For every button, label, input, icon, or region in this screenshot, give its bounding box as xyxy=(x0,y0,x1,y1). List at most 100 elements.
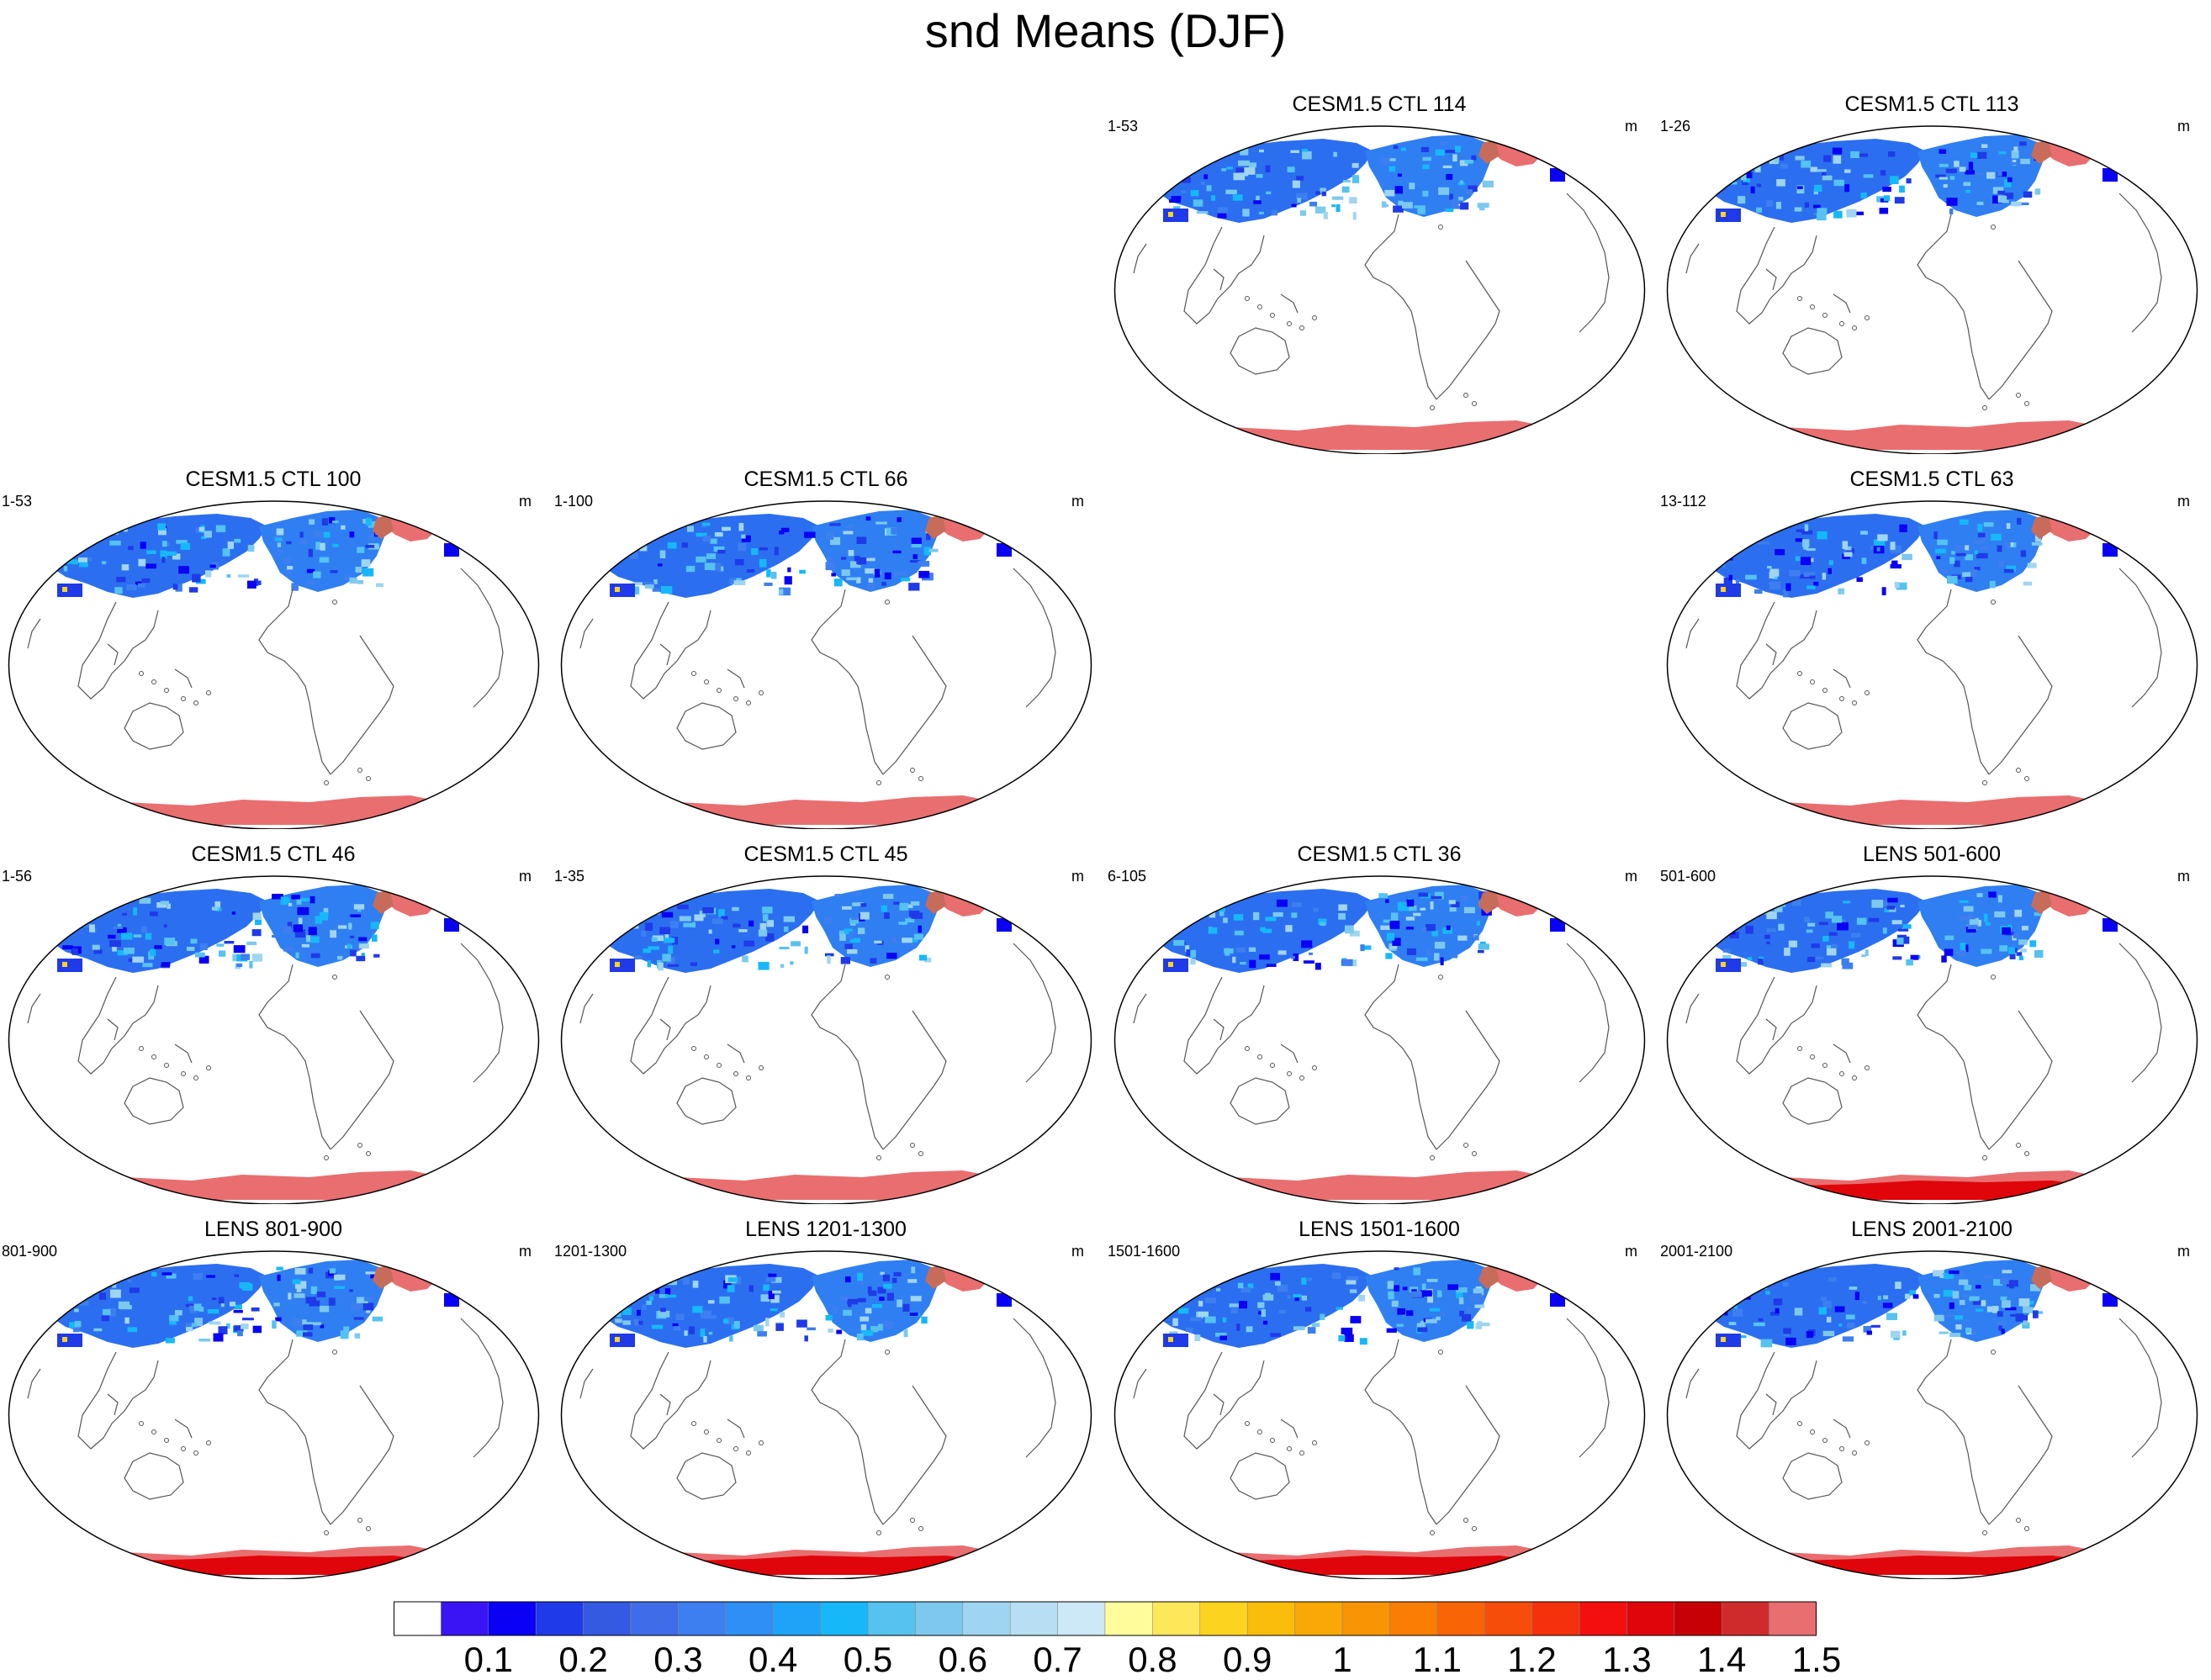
colorbar-tick-label: 0.3 xyxy=(653,1640,703,1679)
colorbar-box xyxy=(1294,1601,1343,1636)
map-boundary xyxy=(1113,875,1646,1204)
map-boundary xyxy=(560,500,1092,829)
colorbar-tick-label: 1 xyxy=(1332,1640,1352,1679)
panel-year-range: 1-26 xyxy=(1660,118,1691,135)
robinson-map xyxy=(1666,125,2198,454)
robinson-map xyxy=(560,500,1092,829)
colorbar-box xyxy=(1389,1601,1438,1636)
colorbar-box xyxy=(1721,1601,1769,1636)
panel-title: CESM1.5 CTL 46 xyxy=(191,843,356,866)
colorbar-box xyxy=(820,1601,869,1636)
panel-year-range: 2001-2100 xyxy=(1660,1243,1733,1260)
colorbar-box xyxy=(1009,1601,1058,1636)
colorbar-tick-label: 0.1 xyxy=(463,1640,513,1679)
robinson-map xyxy=(8,500,540,829)
panel-units: m xyxy=(1071,1243,1084,1260)
panel-title: CESM1.5 CTL 45 xyxy=(743,843,908,866)
panel-title: CESM1.5 CTL 114 xyxy=(1292,92,1467,116)
map-panel: CESM1.5 CTL 36 6-105 m xyxy=(1106,843,1653,1208)
robinson-map xyxy=(560,1250,1092,1579)
colorbar-tick-label: 0.5 xyxy=(843,1640,893,1679)
colorbar-box xyxy=(1674,1601,1722,1636)
colorbar-box xyxy=(1152,1601,1201,1636)
colorbar-tick-label: 1.1 xyxy=(1412,1640,1462,1679)
map-panel: CESM1.5 CTL 46 1-56 m xyxy=(0,843,547,1208)
map-boundary xyxy=(560,875,1092,1204)
robinson-map xyxy=(1666,875,2198,1204)
colorbar-tick-label: 1.3 xyxy=(1602,1640,1652,1679)
robinson-map xyxy=(1113,1250,1646,1579)
robinson-map xyxy=(1666,500,2198,829)
panel-year-range: 1-35 xyxy=(554,868,585,885)
panel-title: CESM1.5 CTL 36 xyxy=(1297,843,1462,866)
panel-title: LENS 2001-2100 xyxy=(1851,1218,2013,1241)
panel-year-range: 6-105 xyxy=(1108,868,1147,885)
map-boundary xyxy=(8,500,540,829)
panel-units: m xyxy=(2177,868,2190,885)
panel-units: m xyxy=(1071,868,1084,885)
colorbar-box xyxy=(725,1601,774,1636)
colorbar-box xyxy=(394,1601,442,1636)
colorbar-tick-label: 0.6 xyxy=(938,1640,987,1679)
panel-title: CESM1.5 CTL 63 xyxy=(1849,468,2014,491)
panel-year-range: 13-112 xyxy=(1660,493,1706,510)
panel-year-range: 1-53 xyxy=(1108,118,1139,135)
colorbar-box xyxy=(630,1601,679,1636)
panel-units: m xyxy=(519,1243,532,1260)
panel-units: m xyxy=(2177,1243,2190,1260)
colorbar-box xyxy=(962,1601,1011,1636)
map-boundary xyxy=(1666,1250,2198,1579)
panel-title: LENS 1501-1600 xyxy=(1299,1218,1460,1241)
panel-year-range: 801-900 xyxy=(2,1243,58,1260)
colorbar-box xyxy=(1246,1601,1295,1636)
map-boundary xyxy=(1666,500,2198,829)
map-panel: LENS 2001-2100 2001-2100 m xyxy=(1658,1218,2205,1583)
colorbar-box xyxy=(583,1601,632,1636)
robinson-map xyxy=(1113,875,1646,1204)
colorbar-box xyxy=(1769,1601,1817,1636)
panel-title: CESM1.5 CTL 113 xyxy=(1844,92,2019,116)
colorbar-tick-label: 0.2 xyxy=(558,1640,608,1679)
panel-units: m xyxy=(1625,118,1637,135)
colorbar-box xyxy=(1199,1601,1248,1636)
colorbar-tick-label: 1.5 xyxy=(1791,1640,1842,1679)
robinson-map xyxy=(8,875,540,1204)
panel-year-range: 1-100 xyxy=(554,493,594,510)
map-panel: CESM1.5 CTL 66 1-100 m xyxy=(553,468,1099,833)
north-america-snow xyxy=(1365,135,1491,217)
colorbar-tick-label: 0.8 xyxy=(1128,1640,1177,1679)
map-panel: CESM1.5 CTL 113 1-26 m xyxy=(1658,92,2205,458)
panel-units: m xyxy=(1625,868,1637,885)
panel-year-range: 1201-1300 xyxy=(554,1243,627,1260)
panel-units: m xyxy=(519,868,532,885)
map-boundary xyxy=(1666,125,2198,454)
figure-title: snd Means (DJF) xyxy=(924,4,1287,57)
robinson-map xyxy=(560,875,1092,1204)
robinson-map xyxy=(1113,125,1646,454)
map-boundary xyxy=(8,1250,540,1579)
robinson-map xyxy=(8,1250,540,1579)
panel-units: m xyxy=(2177,118,2190,135)
map-panel: LENS 501-600 501-600 m xyxy=(1658,843,2205,1208)
map-boundary xyxy=(1666,875,2198,1204)
colorbar-box xyxy=(1531,1601,1580,1636)
map-panel: CESM1.5 CTL 114 1-53 m xyxy=(1106,92,1653,458)
colorbar-tick-label: 0.7 xyxy=(1033,1640,1082,1679)
colorbar-box xyxy=(867,1601,916,1636)
colorbar-tick-label: 0.9 xyxy=(1222,1640,1272,1679)
map-boundary xyxy=(560,1250,1092,1579)
colorbar-box xyxy=(488,1601,537,1636)
map-panel: LENS 1201-1300 1201-1300 m xyxy=(553,1218,1099,1583)
panel-units: m xyxy=(2177,493,2190,510)
colorbar-box xyxy=(1436,1601,1485,1636)
panel-units: m xyxy=(1625,1243,1637,1260)
colorbar-tick-label: 1.2 xyxy=(1507,1640,1557,1679)
panel-title: LENS 1201-1300 xyxy=(745,1218,907,1241)
panel-title: LENS 801-900 xyxy=(204,1218,342,1241)
colorbar-box xyxy=(915,1601,964,1636)
map-boundary xyxy=(1113,125,1646,454)
colorbar-tick-label: 1.4 xyxy=(1696,1640,1747,1679)
panel-year-range: 501-600 xyxy=(1660,868,1716,885)
colorbar-box xyxy=(535,1601,584,1636)
map-boundary xyxy=(8,875,540,1204)
